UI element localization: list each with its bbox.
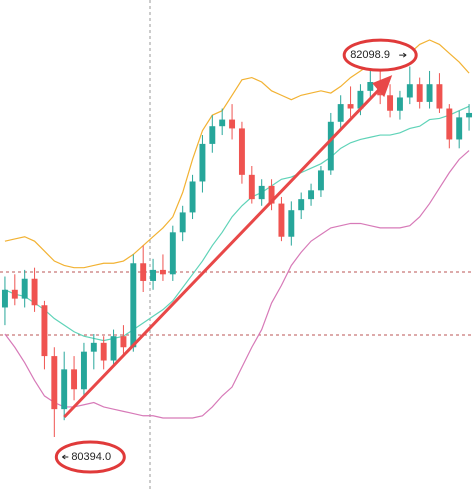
candle-body xyxy=(456,117,463,140)
candle-body xyxy=(446,108,453,140)
candle-body xyxy=(308,190,315,200)
candle-body xyxy=(71,369,78,390)
candles xyxy=(1,60,473,437)
candle-body xyxy=(238,128,245,175)
candle-body xyxy=(150,269,157,281)
candle-body xyxy=(219,119,226,127)
high-label: 82098.9 xyxy=(350,49,390,61)
candle-body xyxy=(51,356,58,410)
candle-body xyxy=(229,119,236,129)
candle-body xyxy=(209,126,216,144)
candle-body xyxy=(278,203,285,237)
label-circle xyxy=(342,38,418,72)
candle-body xyxy=(416,84,423,102)
candle-body xyxy=(387,95,394,111)
candle-body xyxy=(298,199,305,211)
label-arrow xyxy=(62,454,69,460)
low-label: 80394.0 xyxy=(71,451,111,463)
candle-body xyxy=(199,143,206,182)
candle-body xyxy=(317,170,324,191)
candle-body xyxy=(90,342,97,352)
trend-arrow xyxy=(63,79,390,419)
candle-body xyxy=(120,336,127,348)
candle-body xyxy=(130,263,137,348)
candle-body xyxy=(179,212,186,233)
candle-body xyxy=(248,174,255,200)
candle-body xyxy=(258,185,265,200)
candle-body xyxy=(466,112,473,118)
label-arrow xyxy=(399,52,407,58)
band-line xyxy=(4,105,470,342)
candle-body xyxy=(367,81,374,91)
candle-body xyxy=(31,278,38,306)
candle-body xyxy=(100,342,107,361)
candle-body xyxy=(169,232,176,275)
label-circle xyxy=(54,440,126,474)
candle-body xyxy=(1,289,8,308)
candle-body xyxy=(396,97,403,111)
candle-body xyxy=(327,121,334,171)
candle-body xyxy=(347,104,354,109)
candle-body xyxy=(41,305,48,357)
candle-body xyxy=(110,336,117,361)
candle-body xyxy=(357,90,364,109)
candle-body xyxy=(288,210,295,237)
candle-body xyxy=(61,369,68,410)
candle-body xyxy=(21,278,28,299)
candle-body xyxy=(80,351,87,390)
candle-body xyxy=(159,269,166,275)
band-line xyxy=(4,150,470,419)
candle-body xyxy=(189,181,196,213)
candle-body xyxy=(140,263,147,281)
annotations: 80394.0 82098.9 xyxy=(54,38,418,474)
candle-body xyxy=(268,185,275,204)
trend-arrowhead xyxy=(372,75,393,98)
candle-body xyxy=(436,84,443,109)
candle-body xyxy=(11,289,18,299)
candle-body xyxy=(406,84,413,98)
candle-body xyxy=(337,104,344,122)
band-line xyxy=(4,39,470,269)
candle-body xyxy=(426,84,433,102)
